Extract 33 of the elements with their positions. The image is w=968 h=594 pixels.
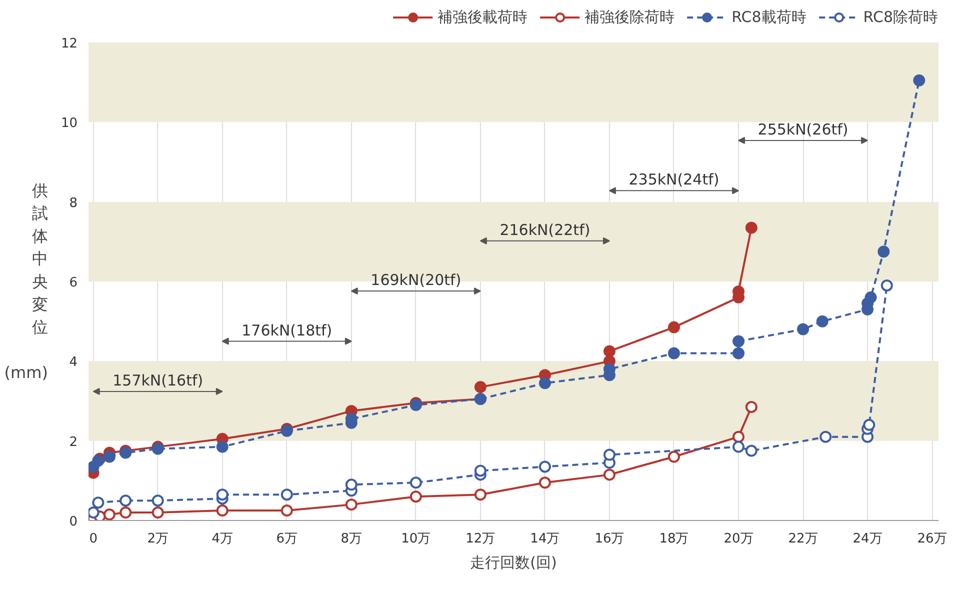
x-tick-label: 6万 bbox=[276, 532, 298, 546]
legend-label: 補強後除荷時 bbox=[584, 8, 675, 26]
x-tick-label: 12万 bbox=[466, 532, 496, 546]
annotation: 176kN(18tf) bbox=[242, 321, 332, 340]
x-tick-label: 20万 bbox=[724, 532, 754, 546]
annotation: 255kN(26tf) bbox=[758, 120, 848, 138]
y-tick-label: 10 bbox=[60, 116, 78, 132]
y-tick-label: 0 bbox=[69, 514, 78, 530]
legend-label: RC8除荷時 bbox=[863, 8, 938, 26]
y-tick-label: 4 bbox=[69, 355, 78, 370]
y-tick-label: 6 bbox=[69, 276, 78, 290]
annotation: 235kN(24tf) bbox=[628, 170, 720, 189]
x-tick-label: 16万 bbox=[594, 532, 624, 546]
annotation: 169kN(20tf) bbox=[370, 271, 462, 290]
legend-label: RC8載荷時 bbox=[732, 8, 806, 26]
x-axis-title: 走行回数(回) bbox=[470, 554, 557, 572]
x-tick-label: 8万 bbox=[340, 532, 362, 546]
x-tick-label: 14万 bbox=[530, 532, 560, 546]
legend-label: 補強後載荷時 bbox=[438, 8, 528, 26]
x-tick-label: 10万 bbox=[401, 532, 431, 546]
annotation: 216kN(22tf) bbox=[500, 220, 590, 239]
x-tick-label: 18万 bbox=[659, 532, 689, 546]
x-tick-label: 26万 bbox=[917, 532, 947, 546]
y-tick-label: 8 bbox=[69, 196, 78, 211]
y-tick-label: 2 bbox=[69, 434, 78, 450]
annotation: 157kN(16tf) bbox=[112, 371, 204, 390]
y-tick-label: 12 bbox=[60, 36, 78, 52]
x-tick-label: 2万 bbox=[147, 532, 168, 546]
x-tick-label: 22万 bbox=[788, 532, 818, 546]
x-tick-label: 0 bbox=[89, 532, 98, 546]
text: 供試体中央変位(mm) bbox=[4, 180, 48, 382]
x-tick-label: 4万 bbox=[212, 532, 234, 546]
x-tick-label: 24万 bbox=[852, 532, 882, 546]
